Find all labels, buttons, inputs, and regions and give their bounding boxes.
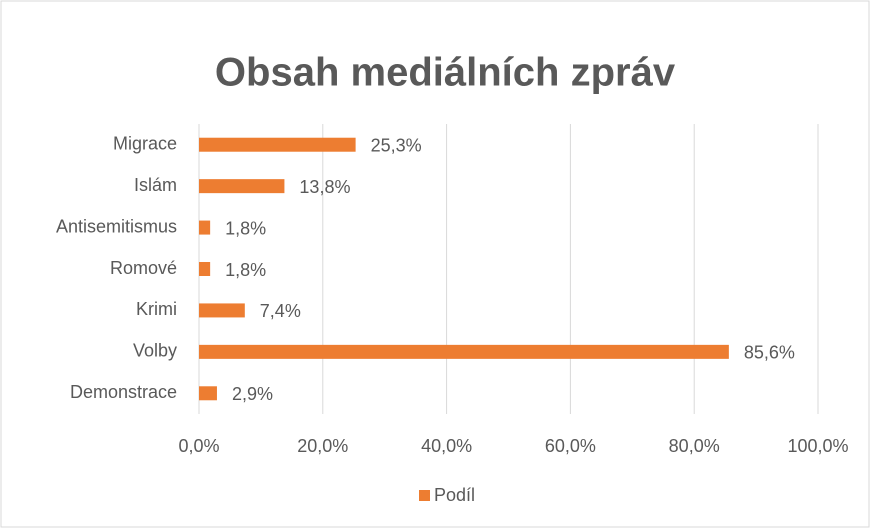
y-tick-label: Migrace — [113, 133, 177, 153]
x-tick-label: 40,0% — [421, 436, 472, 456]
y-tick-label: Volby — [133, 341, 177, 361]
bar — [199, 344, 729, 359]
x-tick-label: 60,0% — [545, 436, 596, 456]
bar — [199, 137, 356, 152]
bar — [199, 220, 211, 235]
y-tick-label: Antisemitismus — [56, 216, 177, 236]
x-tick-label: 0,0% — [178, 436, 219, 456]
bar — [199, 179, 285, 194]
bar — [199, 303, 245, 318]
data-label: 13,8% — [299, 177, 350, 197]
data-label: 25,3% — [371, 135, 422, 155]
bar — [199, 262, 211, 276]
y-tick-label: Krimi — [136, 299, 177, 319]
y-tick-label: Romové — [110, 258, 177, 278]
y-tick-label: Islám — [134, 175, 177, 195]
data-label: 1,8% — [225, 260, 266, 280]
x-tick-label: 80,0% — [669, 436, 720, 456]
bar — [199, 386, 217, 401]
legend-label: Podíl — [434, 485, 475, 505]
x-tick-label: 20,0% — [297, 436, 348, 456]
legend-swatch — [419, 490, 430, 501]
data-label: 7,4% — [260, 301, 301, 321]
x-tick-label: 100,0% — [787, 436, 848, 456]
data-label: 2,9% — [232, 384, 273, 404]
y-tick-label: Demonstrace — [70, 382, 177, 402]
chart-title: Obsah mediálních zpráv — [215, 51, 676, 95]
data-label: 85,6% — [744, 343, 795, 363]
data-label: 1,8% — [225, 218, 266, 238]
